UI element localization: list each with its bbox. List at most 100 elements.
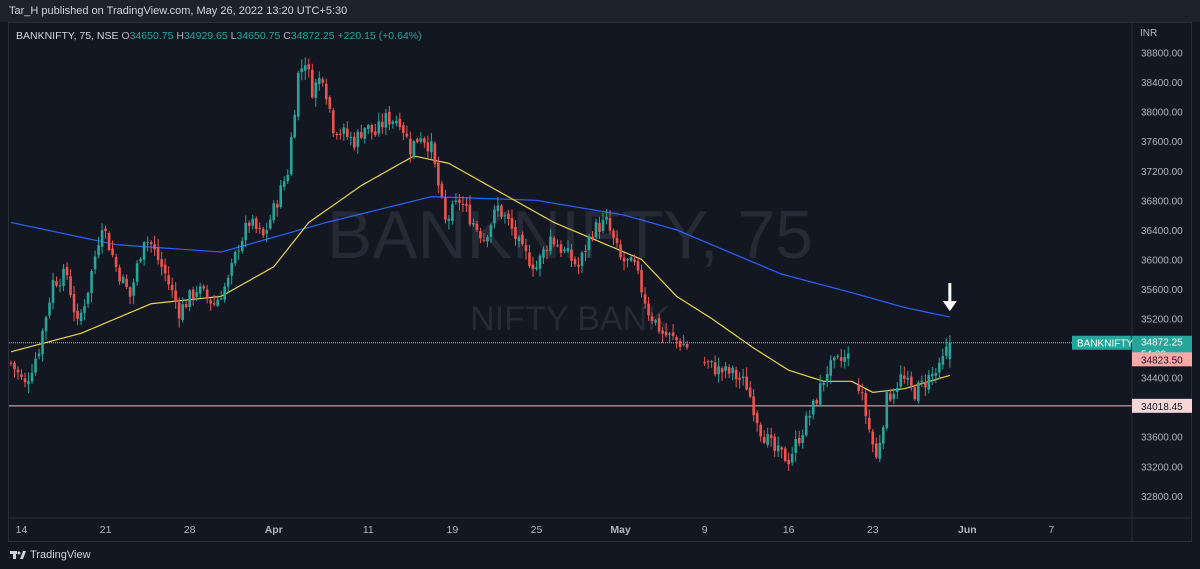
candle-body[interactable] bbox=[268, 219, 272, 229]
candle-body[interactable] bbox=[895, 388, 899, 392]
candle-body[interactable] bbox=[706, 361, 710, 363]
candle-body[interactable] bbox=[395, 120, 398, 124]
candle-body[interactable] bbox=[479, 231, 482, 239]
candle-body[interactable] bbox=[65, 267, 69, 276]
candle-body[interactable] bbox=[538, 255, 542, 269]
candle-body[interactable] bbox=[374, 131, 377, 135]
candle-body[interactable] bbox=[528, 252, 531, 266]
candle-body[interactable] bbox=[139, 258, 142, 262]
candle-body[interactable] bbox=[945, 346, 948, 356]
candle-body[interactable] bbox=[363, 128, 367, 139]
candle-body[interactable] bbox=[146, 241, 149, 243]
candle-body[interactable] bbox=[188, 290, 191, 308]
candle-body[interactable] bbox=[650, 316, 654, 321]
candle-body[interactable] bbox=[195, 292, 198, 297]
candle-body[interactable] bbox=[20, 374, 23, 377]
candle-body[interactable] bbox=[713, 362, 717, 375]
candle-body[interactable] bbox=[444, 197, 447, 220]
candle-body[interactable] bbox=[58, 285, 62, 287]
candle-body[interactable] bbox=[79, 312, 83, 322]
candle-body[interactable] bbox=[500, 205, 503, 217]
candle-body[interactable] bbox=[279, 185, 283, 208]
candle-body[interactable] bbox=[346, 128, 349, 137]
candle-body[interactable] bbox=[167, 275, 170, 285]
candle-body[interactable] bbox=[416, 138, 419, 143]
candle-body[interactable] bbox=[745, 376, 748, 390]
candle-body[interactable] bbox=[885, 392, 889, 429]
candle-body[interactable] bbox=[118, 267, 121, 282]
candle-body[interactable] bbox=[468, 204, 472, 225]
candle-body[interactable] bbox=[23, 378, 27, 383]
candle-body[interactable] bbox=[205, 289, 209, 299]
candle-body[interactable] bbox=[437, 162, 440, 186]
candle-body[interactable] bbox=[76, 310, 79, 319]
candle-body[interactable] bbox=[892, 393, 896, 399]
candle-body[interactable] bbox=[314, 82, 318, 98]
candle-body[interactable] bbox=[472, 222, 475, 225]
candle-body[interactable] bbox=[605, 216, 608, 220]
candle-body[interactable] bbox=[458, 199, 461, 203]
candle-body[interactable] bbox=[860, 392, 864, 394]
candle-body[interactable] bbox=[773, 436, 776, 451]
candle-body[interactable] bbox=[377, 121, 381, 134]
candle-body[interactable] bbox=[780, 447, 783, 450]
candle-body[interactable] bbox=[783, 448, 787, 462]
candle-body[interactable] bbox=[941, 356, 945, 365]
candle-body[interactable] bbox=[132, 282, 135, 296]
candle-body[interactable] bbox=[489, 225, 493, 237]
candle-body[interactable] bbox=[759, 424, 762, 437]
candle-body[interactable] bbox=[367, 125, 370, 129]
candle-body[interactable] bbox=[409, 138, 412, 155]
candle-body[interactable] bbox=[177, 302, 181, 319]
candle-body[interactable] bbox=[902, 375, 906, 379]
candle-body[interactable] bbox=[181, 304, 184, 320]
candle-body[interactable] bbox=[535, 267, 538, 270]
candle-body[interactable] bbox=[198, 286, 202, 294]
candle-body[interactable] bbox=[247, 222, 251, 227]
candle-body[interactable] bbox=[577, 264, 580, 267]
candle-body[interactable] bbox=[174, 290, 177, 302]
candle-body[interactable] bbox=[419, 138, 423, 142]
candle-body[interactable] bbox=[251, 218, 255, 226]
price-axis[interactable] bbox=[1132, 23, 1191, 518]
candle-body[interactable] bbox=[734, 369, 738, 380]
candle-body[interactable] bbox=[703, 362, 706, 364]
candle-body[interactable] bbox=[324, 83, 328, 100]
candle-body[interactable] bbox=[839, 357, 843, 361]
candle-body[interactable] bbox=[762, 437, 766, 443]
candle-body[interactable] bbox=[360, 131, 363, 138]
candle-body[interactable] bbox=[871, 431, 875, 445]
candle-body[interactable] bbox=[111, 248, 114, 256]
candle-body[interactable] bbox=[9, 362, 13, 364]
candle-body[interactable] bbox=[910, 376, 913, 386]
candle-body[interactable] bbox=[517, 236, 521, 242]
candle-body[interactable] bbox=[156, 247, 160, 261]
candle-body[interactable] bbox=[643, 294, 647, 304]
candle-body[interactable] bbox=[72, 294, 76, 313]
candle-body[interactable] bbox=[584, 250, 587, 252]
candle-body[interactable] bbox=[787, 459, 790, 465]
candle-body[interactable] bbox=[573, 258, 577, 265]
candle-body[interactable] bbox=[804, 415, 808, 436]
candle-body[interactable] bbox=[44, 317, 48, 332]
candle-body[interactable] bbox=[769, 434, 773, 439]
candle-body[interactable] bbox=[426, 142, 430, 152]
candle-body[interactable] bbox=[16, 369, 20, 373]
candle-body[interactable] bbox=[37, 353, 41, 357]
candle-body[interactable] bbox=[135, 263, 139, 282]
candle-body[interactable] bbox=[927, 374, 931, 390]
candle-body[interactable] bbox=[465, 203, 468, 206]
candle-body[interactable] bbox=[282, 181, 286, 187]
candle-body[interactable] bbox=[289, 137, 293, 175]
candle-body[interactable] bbox=[493, 209, 496, 224]
candle-body[interactable] bbox=[790, 453, 794, 463]
candle-body[interactable] bbox=[296, 72, 300, 117]
candle-body[interactable] bbox=[342, 127, 346, 134]
candle-body[interactable] bbox=[160, 259, 163, 267]
candle-body[interactable] bbox=[349, 136, 353, 138]
candle-body[interactable] bbox=[48, 302, 51, 316]
candle-body[interactable] bbox=[216, 299, 219, 306]
candle-body[interactable] bbox=[384, 113, 388, 128]
candle-body[interactable] bbox=[867, 417, 871, 430]
candle-body[interactable] bbox=[675, 337, 678, 341]
